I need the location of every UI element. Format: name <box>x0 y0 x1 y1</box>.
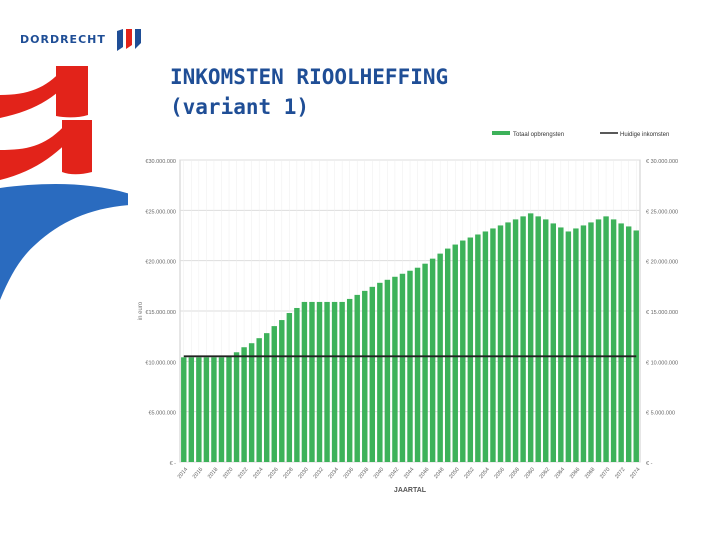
bar-totaal-opbrengsten <box>550 223 556 462</box>
y-tick-label-left: € - <box>170 461 177 467</box>
red-flag-shape-upper <box>56 66 88 118</box>
bar-totaal-opbrengsten <box>309 301 315 462</box>
bar-totaal-opbrengsten <box>316 301 323 462</box>
y-tick-label-left: €5.000.000 <box>148 411 176 417</box>
y-tick-label-left: €20.000.000 <box>145 260 176 266</box>
blue-wave-shape <box>0 184 130 300</box>
bar-totaal-opbrengsten <box>527 213 534 462</box>
logo-mark-icon <box>116 29 141 51</box>
bar-totaal-opbrengsten <box>603 216 609 462</box>
bar-totaal-opbrengsten <box>535 216 541 462</box>
bar-totaal-opbrengsten <box>354 294 360 462</box>
x-axis-label: JAARTAL <box>394 487 427 494</box>
bar-totaal-opbrengsten <box>475 234 481 462</box>
brand-name: DORDRECHT <box>20 33 106 46</box>
bar-totaal-opbrengsten <box>324 301 330 462</box>
sidebar-shapes <box>0 66 130 300</box>
red-flag-shape-lower <box>62 120 92 175</box>
bar-totaal-opbrengsten <box>565 231 572 462</box>
bar-totaal-opbrengsten <box>392 276 398 462</box>
bar-totaal-opbrengsten <box>505 222 511 462</box>
bars-layer <box>181 213 639 462</box>
bar-totaal-opbrengsten <box>452 244 458 462</box>
bar-totaal-opbrengsten <box>294 307 300 462</box>
y-tick-label-right: € 25.000.000 <box>646 209 678 215</box>
page-title-line-2: (variant 1) <box>170 95 310 119</box>
bar-totaal-opbrengsten <box>580 225 587 462</box>
y-tick-label-left: €25.000.000 <box>145 209 176 215</box>
bar-totaal-opbrengsten <box>588 222 594 462</box>
bar-totaal-opbrengsten <box>437 253 443 462</box>
bar-totaal-opbrengsten <box>218 357 225 462</box>
bar-totaal-opbrengsten <box>279 320 285 462</box>
bar-totaal-opbrengsten <box>573 228 579 462</box>
bar-totaal-opbrengsten <box>286 313 293 462</box>
bar-totaal-opbrengsten <box>188 357 195 462</box>
bar-totaal-opbrengsten <box>346 298 353 462</box>
bar-totaal-opbrengsten <box>369 286 376 462</box>
bar-totaal-opbrengsten <box>512 219 519 462</box>
bar-totaal-opbrengsten <box>520 216 526 462</box>
bar-totaal-opbrengsten <box>226 356 232 462</box>
dordrecht-logo: DORDRECHT <box>20 27 145 53</box>
bar-totaal-opbrengsten <box>264 333 270 462</box>
bar-totaal-opbrengsten <box>444 248 451 462</box>
y-axis-label: in euro <box>138 301 144 320</box>
revenue-chart-svg: € - € - €5.000.000 € 5.000.000 €10.000.000 € … <box>128 126 692 498</box>
legend-swatch-totaal-opbrengsten <box>492 131 510 135</box>
bar-totaal-opbrengsten <box>271 326 277 462</box>
legend-label-totaal-opbrengsten: Totaal opbrengsten <box>513 132 564 138</box>
bar-totaal-opbrengsten <box>233 352 240 462</box>
bar-totaal-opbrengsten <box>407 270 413 462</box>
y-tick-label-right: € 20.000.000 <box>646 260 678 266</box>
y-tick-label-left: €10.000.000 <box>145 360 176 366</box>
bar-totaal-opbrengsten <box>331 301 338 462</box>
bar-totaal-opbrengsten <box>399 273 406 462</box>
bar-totaal-opbrengsten <box>339 301 345 462</box>
bar-totaal-opbrengsten <box>595 219 602 462</box>
bar-totaal-opbrengsten <box>543 219 549 462</box>
page-title-line-1: INKOMSTEN RIOOLHEFFING <box>170 65 449 89</box>
bar-totaal-opbrengsten <box>414 267 421 462</box>
bar-totaal-opbrengsten <box>490 228 496 462</box>
bar-totaal-opbrengsten <box>610 219 617 462</box>
bar-totaal-opbrengsten <box>633 230 639 462</box>
bar-totaal-opbrengsten <box>625 226 632 462</box>
bar-totaal-opbrengsten <box>429 258 436 462</box>
bar-totaal-opbrengsten <box>248 343 255 462</box>
bar-totaal-opbrengsten <box>196 357 202 462</box>
bar-totaal-opbrengsten <box>422 263 428 462</box>
bar-totaal-opbrengsten <box>256 338 262 462</box>
bar-totaal-opbrengsten <box>558 227 564 462</box>
y-tick-label-right: € 5.000.000 <box>646 411 675 417</box>
y-tick-label-right: € - <box>646 461 653 467</box>
y-tick-label-right: € 15.000.000 <box>646 310 678 316</box>
bar-totaal-opbrengsten <box>181 357 187 462</box>
bar-totaal-opbrengsten <box>241 347 247 462</box>
bar-totaal-opbrengsten <box>618 223 624 462</box>
bar-totaal-opbrengsten <box>460 240 466 462</box>
revenue-chart: € - € - €5.000.000 € 5.000.000 €10.000.000 € … <box>128 126 692 498</box>
bar-totaal-opbrengsten <box>362 290 368 462</box>
bar-totaal-opbrengsten <box>384 279 391 462</box>
y-tick-label-right: € 10.000.000 <box>646 360 678 366</box>
y-tick-label-right: € 30.000.000 <box>646 159 678 165</box>
bar-totaal-opbrengsten <box>497 225 504 462</box>
bar-totaal-opbrengsten <box>211 357 217 462</box>
legend-label-huidige-inkomsten: Huidige inkomsten <box>620 132 669 138</box>
bar-totaal-opbrengsten <box>301 301 308 462</box>
bar-totaal-opbrengsten <box>203 357 210 462</box>
y-tick-label-left: €30.000.000 <box>145 159 176 165</box>
page-title: INKOMSTEN RIOOLHEFFING (variant 1) <box>170 62 690 122</box>
sidebar-decoration <box>0 0 130 540</box>
legend-layer: Totaal opbrengsten Huidige inkomsten <box>492 131 669 138</box>
bar-totaal-opbrengsten <box>482 231 489 462</box>
y-tick-label-left: €15.000.000 <box>145 310 176 316</box>
bar-totaal-opbrengsten <box>467 237 474 462</box>
bar-totaal-opbrengsten <box>377 282 383 462</box>
